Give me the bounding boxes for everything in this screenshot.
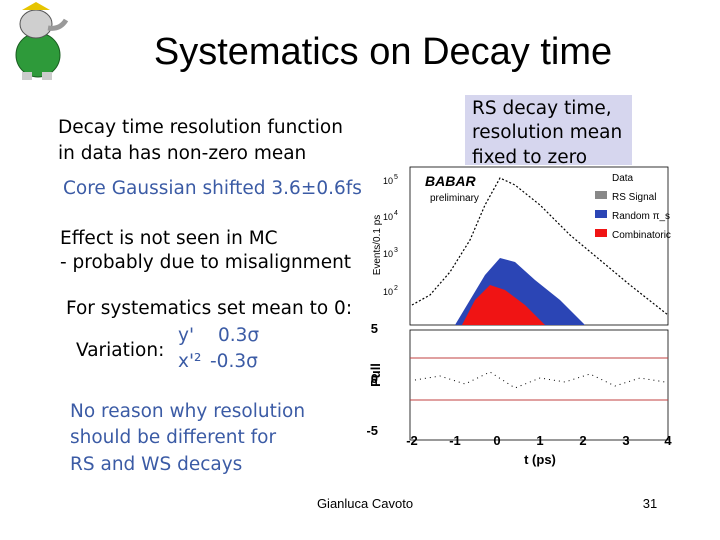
legend-label: Random π_s	[612, 211, 670, 222]
axis-label: Events/0.1 ps	[372, 215, 383, 276]
tick-label: 5	[371, 321, 378, 336]
text: For systematics set mean to 0:	[66, 298, 352, 319]
tick-base: 10	[383, 176, 393, 186]
text: -0.3σ	[210, 351, 258, 372]
text: BABAR	[425, 173, 476, 189]
text: in data has non-zero mean	[58, 143, 306, 164]
tick-label: 4	[664, 433, 672, 448]
tick-label: 3	[622, 433, 629, 448]
tick-label: 2	[579, 433, 586, 448]
text: 0.3σ	[218, 325, 259, 346]
tick-label: -5	[366, 423, 378, 438]
tick-exp: 3	[394, 247, 398, 254]
tick-base: 10	[383, 249, 393, 259]
tick-label: -2	[406, 433, 418, 448]
legend-label: Data	[612, 173, 634, 184]
footer-author: Gianluca Cavoto	[317, 496, 413, 511]
plot	[409, 166, 669, 441]
text: - probably due to misalignment	[60, 252, 351, 273]
text: Decay time resolution function	[58, 117, 343, 138]
text: Effect is not seen in MC	[60, 228, 278, 249]
tick-exp: 5	[394, 174, 398, 181]
axis-label: Pull	[368, 363, 383, 387]
tick-label: 1	[536, 433, 543, 448]
legend-label: RS Signal	[612, 192, 656, 203]
text: Core Gaussian shifted 3.6±0.6fs	[63, 178, 362, 199]
text: Variation:	[76, 340, 164, 361]
tick-label: 0	[493, 433, 500, 448]
text: RS decay time,	[472, 98, 612, 119]
box	[465, 95, 632, 165]
text: preliminary	[430, 193, 479, 204]
text: fixed to zero	[472, 147, 587, 168]
text: resolution mean	[472, 122, 622, 143]
tick-exp: 2	[394, 285, 398, 292]
page-number: 31	[643, 496, 657, 511]
text: x'²	[178, 351, 201, 372]
tick-base: 10	[383, 287, 393, 297]
legend-label: Combinatoric	[612, 230, 671, 241]
logo	[15, 2, 69, 80]
tick-label: -1	[449, 433, 461, 448]
axis-label: t (ps)	[524, 452, 556, 467]
tick-label: 0	[371, 371, 378, 386]
title: Systematics on Decay time	[154, 31, 612, 73]
tick-base: 10	[383, 212, 393, 222]
tick-exp: 4	[394, 210, 398, 217]
text: y'	[178, 325, 194, 346]
text: should be different for	[70, 427, 276, 448]
text: No reason why resolution	[70, 401, 305, 422]
text: RS and WS decays	[70, 454, 242, 475]
